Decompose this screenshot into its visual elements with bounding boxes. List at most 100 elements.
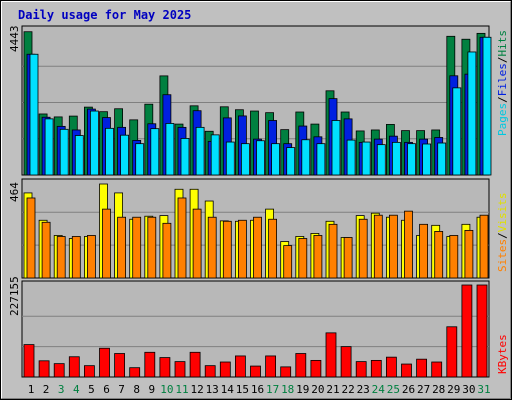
x-label-day-1: 1 xyxy=(28,383,35,396)
bar-sites-day-4 xyxy=(71,236,81,279)
bar-sites-day-9 xyxy=(147,216,157,279)
legend-sep-1: / xyxy=(496,96,509,103)
bar-pages-day-28 xyxy=(437,142,447,176)
x-label-day-6: 6 xyxy=(103,383,110,396)
bar-kbytes-day-31 xyxy=(476,284,488,378)
bar-kbytes-day-11 xyxy=(174,361,186,378)
kbytes-ymax-label: 227155 xyxy=(8,276,21,316)
x-label-day-29: 29 xyxy=(447,383,460,396)
bar-pages-day-7 xyxy=(120,134,129,176)
bar-kbytes-day-8 xyxy=(129,367,141,378)
bar-sites-day-12 xyxy=(192,208,202,279)
kbytes-legend: KBytes xyxy=(496,334,509,374)
bar-pages-day-6 xyxy=(105,127,114,176)
bar-pages-day-29 xyxy=(452,87,462,176)
bar-pages-day-10 xyxy=(165,123,175,176)
legend-sites: Sites xyxy=(496,239,509,272)
x-label-day-20: 20 xyxy=(311,383,324,396)
bar-sites-day-11 xyxy=(177,197,187,279)
x-label-day-16: 16 xyxy=(251,383,264,396)
x-label-day-8: 8 xyxy=(133,383,140,396)
x-label-day-19: 19 xyxy=(296,383,309,396)
bar-sites-day-27 xyxy=(419,223,429,279)
bar-kbytes-day-29 xyxy=(446,326,458,378)
bar-pages-day-22 xyxy=(346,139,356,176)
bar-kbytes-day-12 xyxy=(189,351,201,378)
bar-sites-day-30 xyxy=(464,229,474,279)
bar-pages-day-16 xyxy=(256,140,265,176)
bar-pages-day-3 xyxy=(59,128,69,176)
bar-kbytes-day-30 xyxy=(461,284,473,378)
x-label-day-31: 31 xyxy=(477,383,490,396)
bar-sites-day-2 xyxy=(41,221,51,279)
x-label-day-23: 23 xyxy=(357,383,370,396)
legend-sep-2: / xyxy=(496,57,509,64)
bar-sites-day-7 xyxy=(117,216,126,279)
bar-pages-day-24 xyxy=(376,144,386,176)
bar-sites-day-19 xyxy=(298,238,308,279)
bar-sites-day-26 xyxy=(404,210,413,279)
bar-sites-day-8 xyxy=(132,216,142,279)
bar-kbytes-day-16 xyxy=(250,365,261,378)
bar-sites-day-23 xyxy=(358,218,368,279)
bar-kbytes-day-17 xyxy=(265,355,277,378)
bar-kbytes-day-5 xyxy=(84,365,95,378)
bar-pages-day-4 xyxy=(74,135,84,176)
bar-pages-day-23 xyxy=(361,141,371,176)
bar-kbytes-day-1 xyxy=(23,344,35,378)
x-label-day-5: 5 xyxy=(88,383,95,396)
bar-kbytes-day-7 xyxy=(114,353,125,378)
x-label-day-14: 14 xyxy=(221,383,235,396)
x-label-day-15: 15 xyxy=(236,383,249,396)
x-label-day-4: 4 xyxy=(73,383,80,396)
bar-sites-day-3 xyxy=(56,236,66,279)
bar-pages-day-8 xyxy=(135,143,145,176)
bar-kbytes-day-2 xyxy=(38,360,50,378)
legend-files: Files xyxy=(496,63,509,96)
bar-kbytes-day-21 xyxy=(325,332,337,378)
bar-sites-day-17 xyxy=(268,218,278,279)
bars xyxy=(23,31,492,378)
bar-pages-day-2 xyxy=(44,118,54,176)
bar-pages-day-27 xyxy=(422,143,432,176)
legend-pages: Pages xyxy=(496,103,509,136)
bar-sites-day-10 xyxy=(162,222,172,279)
bar-kbytes-day-27 xyxy=(416,358,428,378)
x-label-day-18: 18 xyxy=(281,383,294,396)
legend-hits: Hits xyxy=(496,30,509,57)
x-label-day-28: 28 xyxy=(432,383,445,396)
x-label-day-30: 30 xyxy=(462,383,475,396)
bar-sites-day-14 xyxy=(222,220,232,279)
bar-kbytes-day-25 xyxy=(385,356,397,378)
bar-pages-day-15 xyxy=(240,143,250,176)
bar-sites-day-31 xyxy=(479,214,489,279)
bar-kbytes-day-26 xyxy=(401,363,412,378)
requests-ymax-label: 4443 xyxy=(8,26,21,53)
bar-kbytes-day-10 xyxy=(159,357,171,378)
bar-sites-day-24 xyxy=(373,214,383,279)
bar-sites-day-20 xyxy=(313,235,323,279)
bar-kbytes-day-23 xyxy=(355,361,367,378)
x-label-day-9: 9 xyxy=(148,383,155,396)
bar-sites-day-16 xyxy=(253,216,262,279)
bar-pages-day-21 xyxy=(331,120,341,176)
bar-pages-day-18 xyxy=(286,147,296,176)
requests-legend: Pages/Files/Hits xyxy=(496,30,509,136)
bar-pages-day-26 xyxy=(407,143,416,176)
bar-kbytes-day-13 xyxy=(204,365,216,378)
visitors-ymax-label: 464 xyxy=(8,182,21,202)
bar-pages-day-20 xyxy=(316,143,326,176)
bar-pages-day-14 xyxy=(225,141,235,176)
x-label-day-21: 21 xyxy=(326,383,339,396)
bar-kbytes-day-15 xyxy=(234,355,246,378)
bar-pages-day-17 xyxy=(271,143,281,176)
bar-kbytes-day-3 xyxy=(53,363,65,378)
chart-title: Daily usage for May 2025 xyxy=(18,8,191,22)
bar-kbytes-day-18 xyxy=(280,366,292,378)
bar-pages-day-25 xyxy=(391,141,401,176)
x-label-day-24: 24 xyxy=(372,383,386,396)
x-label-day-27: 27 xyxy=(417,383,430,396)
bar-pages-day-30 xyxy=(467,51,477,176)
